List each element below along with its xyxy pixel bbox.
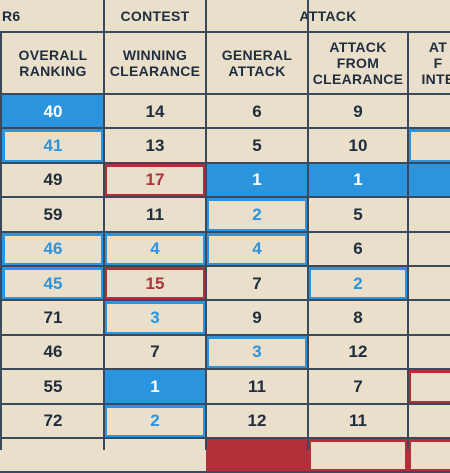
row-divider	[0, 437, 450, 439]
cell-attack-from-clearance-r8: 12	[348, 342, 368, 362]
cell-winning-clearance-r4: 11	[146, 204, 164, 224]
cell-winning-clearance-r6: 15	[104, 267, 206, 301]
group-header-contest: CONTEST	[120, 8, 190, 24]
row-divider	[0, 333, 450, 336]
cell-attack-from-clearance-r9: 7	[353, 376, 363, 396]
cell-winning-clearance-r5: 4	[104, 232, 206, 266]
column-divider	[407, 32, 409, 450]
cell-winning-clearance-r10: 2	[104, 404, 206, 438]
cell-overall-ranking-r11	[2, 439, 104, 472]
cell-general-attack-r5: 4	[206, 232, 308, 266]
group-header-attack: ATTACK	[299, 8, 357, 24]
cell-partial-r8	[408, 336, 450, 369]
cell-winning-clearance-r2: 13	[145, 136, 165, 156]
cell-attack-from-clearance-r6: 2	[308, 267, 408, 301]
cell-partial-r4	[408, 198, 450, 231]
cell-attack-from-clearance-r7: 8	[353, 308, 363, 328]
cell-general-attack-r7: 9	[252, 308, 262, 328]
cell-partial-r1	[408, 95, 450, 128]
row-divider	[0, 196, 450, 199]
cell-partial-r5	[408, 233, 450, 266]
cell-overall-ranking-r4: 59	[43, 204, 63, 224]
row-divider	[0, 230, 450, 233]
cell-general-attack-r2: 5	[252, 136, 262, 156]
cell-overall-ranking-r8: 46	[43, 342, 63, 362]
col-header-general-attack: GENERAL ATTACK	[221, 47, 293, 79]
cell-general-attack-r4: 2	[206, 198, 308, 232]
cell-general-attack-r3: 1	[206, 163, 308, 198]
cell-attack-from-clearance-r4: 5	[353, 204, 363, 224]
row-divider	[0, 368, 450, 371]
cell-partial-r2	[408, 129, 450, 163]
column-divider	[0, 32, 2, 450]
cell-overall-ranking-r7: 71	[43, 308, 63, 328]
row-divider	[0, 127, 450, 130]
group-header-r6: R6	[2, 8, 21, 24]
cell-winning-clearance-r9: 1	[104, 370, 206, 404]
row-divider	[0, 161, 450, 164]
row-divider	[0, 402, 450, 405]
cell-partial-r11	[408, 439, 450, 473]
cell-attack-from-clearance-r3: 1	[308, 163, 408, 198]
column-divider	[103, 0, 105, 450]
cell-general-attack-r1: 6	[252, 101, 262, 121]
cell-partial-r7	[408, 301, 450, 334]
cell-overall-ranking-r2: 41	[2, 129, 104, 163]
cell-winning-clearance-r3: 17	[104, 163, 206, 198]
cell-attack-from-clearance-r10: 11	[349, 411, 367, 431]
cell-overall-ranking-r10: 72	[43, 411, 63, 431]
column-divider	[205, 0, 207, 450]
cell-attack-from-clearance-r5: 6	[353, 239, 363, 259]
cell-partial-r6	[408, 267, 450, 300]
header-divider	[0, 31, 450, 33]
cell-winning-clearance-r11	[104, 439, 206, 472]
cell-general-attack-r9: 11	[248, 376, 266, 396]
col-header-attack-from-clearance: ATTACK FROM CLEARANCE	[312, 39, 404, 87]
cell-overall-ranking-r3: 49	[43, 170, 63, 190]
row-divider	[0, 265, 450, 267]
column-divider	[307, 0, 309, 450]
cell-general-attack-r10: 12	[247, 411, 267, 431]
cell-overall-ranking-r1: 40	[2, 95, 104, 129]
cell-partial-r3	[408, 163, 450, 198]
col-header-partial: AT F INTE	[421, 39, 450, 87]
cell-general-attack-r11	[206, 439, 308, 473]
row-divider	[0, 93, 450, 95]
row-divider	[0, 299, 450, 302]
cell-attack-from-clearance-r1: 9	[353, 101, 363, 121]
cell-winning-clearance-r1: 14	[145, 101, 165, 121]
cell-attack-from-clearance-r11	[308, 439, 408, 473]
cell-general-attack-r6: 7	[252, 273, 262, 293]
cell-winning-clearance-r8: 7	[150, 342, 160, 362]
cell-partial-r10	[408, 405, 450, 438]
col-header-overall-ranking: OVERALL RANKING	[18, 47, 88, 79]
col-header-winning-clearance: WINNING CLEARANCE	[109, 47, 201, 79]
cell-attack-from-clearance-r2: 10	[348, 136, 368, 156]
cell-partial-r9	[408, 370, 450, 404]
cell-overall-ranking-r9: 55	[43, 376, 63, 396]
cell-general-attack-r8: 3	[206, 335, 308, 370]
cell-overall-ranking-r5: 46	[2, 232, 104, 266]
cell-overall-ranking-r6: 45	[2, 267, 104, 301]
cell-winning-clearance-r7: 3	[104, 301, 206, 335]
